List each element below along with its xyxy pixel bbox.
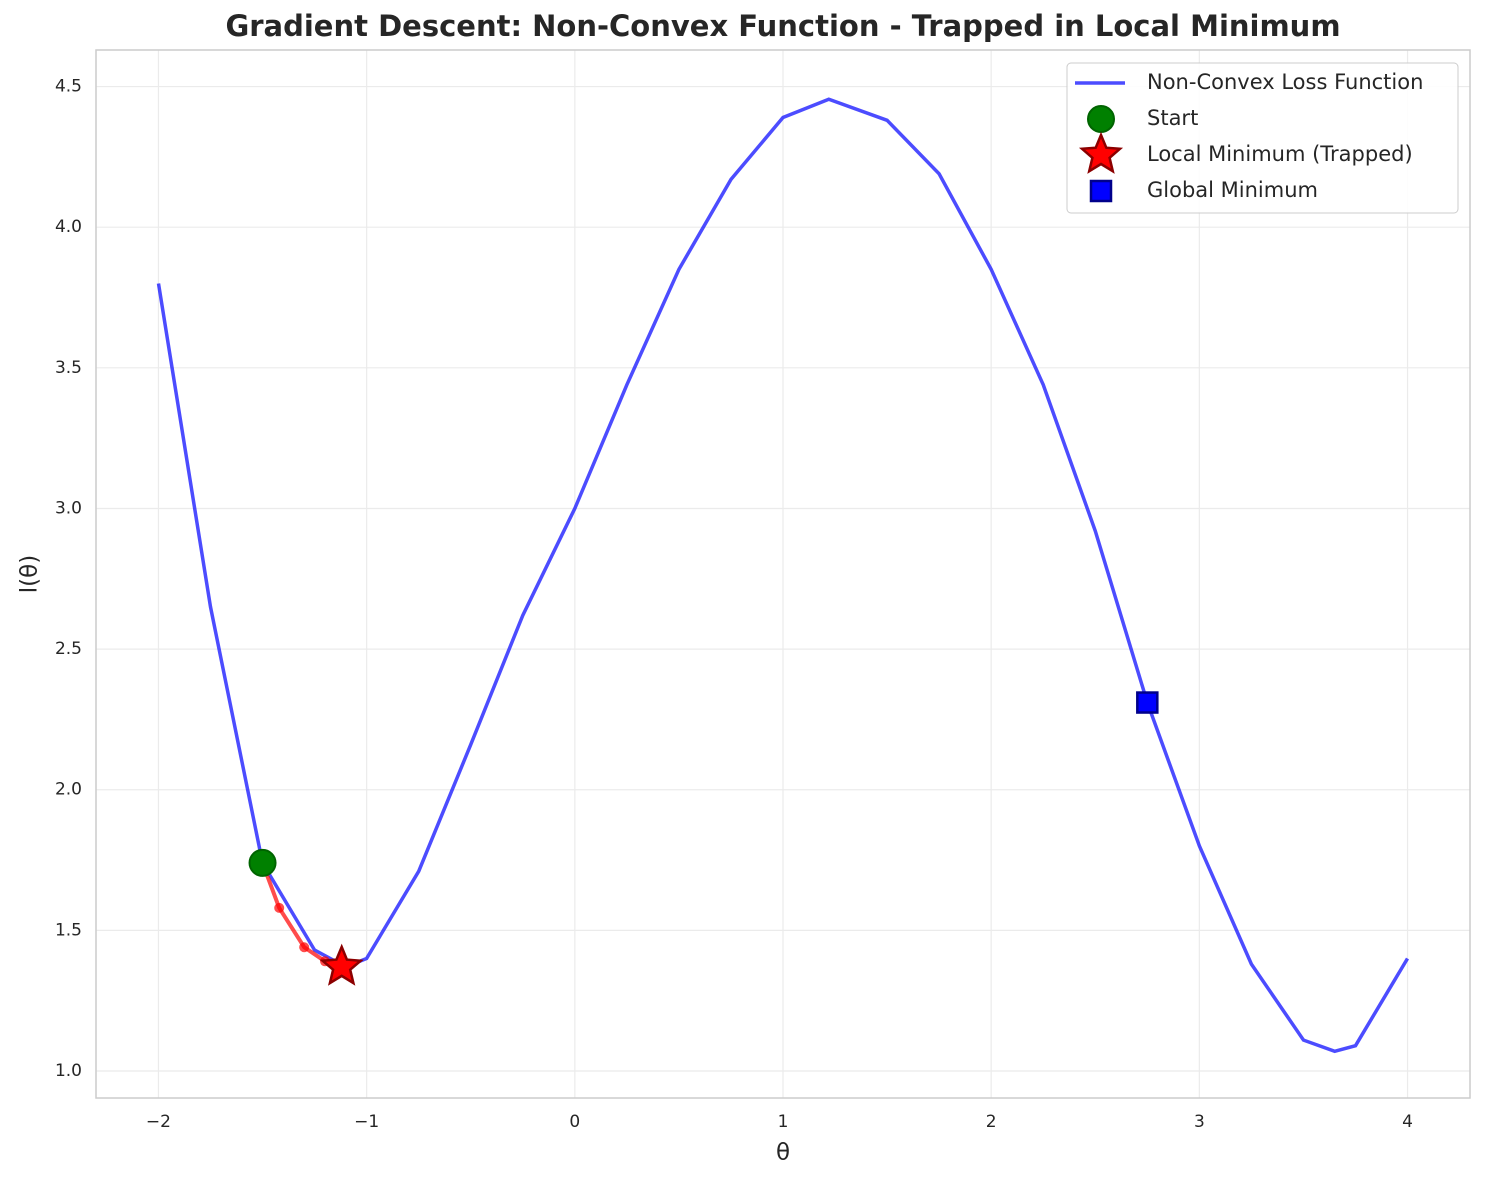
x-tick-label: −1 <box>354 1112 379 1132</box>
start-marker <box>248 848 277 877</box>
legend-label: Start <box>1147 106 1198 130</box>
star-marker <box>319 943 364 986</box>
chart-title: Gradient Descent: Non-Convex Function - … <box>225 9 1340 43</box>
x-tick-label: 4 <box>1402 1112 1413 1132</box>
descent-step <box>274 902 285 913</box>
y-tick-label: 2.5 <box>55 639 82 659</box>
legend-box <box>1066 62 1459 214</box>
plot-frame <box>95 49 1471 1099</box>
legend-label: Global Minimum <box>1147 178 1318 202</box>
legend-swatch <box>1078 131 1124 174</box>
legend-swatch <box>1089 179 1113 203</box>
x-tick-label: −2 <box>146 1112 171 1132</box>
descent-step <box>299 942 310 953</box>
legend: Non-Convex Loss Function Start Local Minim… <box>1066 62 1459 214</box>
legend-label: Local Minimum (Trapped) <box>1147 142 1413 166</box>
x-tick-label: 0 <box>569 1112 580 1132</box>
x-axis-label: θ <box>776 1140 790 1166</box>
y-tick-label: 1.5 <box>55 920 82 940</box>
y-axis-label: l(θ) <box>17 555 43 593</box>
y-tick-label: 4.0 <box>55 217 82 237</box>
legend-label: Non-Convex Loss Function <box>1147 70 1423 94</box>
y-tick-label: 4.5 <box>55 77 82 97</box>
square-marker <box>1136 691 1159 714</box>
legend-swatch <box>1087 105 1115 133</box>
x-tick-label: 1 <box>778 1112 789 1132</box>
y-tick-label: 2.0 <box>55 780 82 800</box>
y-tick-label: 3.0 <box>55 498 82 518</box>
x-tick-label: 3 <box>1194 1112 1205 1132</box>
y-tick-label: 1.0 <box>55 1061 82 1081</box>
x-tick-label: 2 <box>986 1112 997 1132</box>
y-tick-label: 3.5 <box>55 358 82 378</box>
